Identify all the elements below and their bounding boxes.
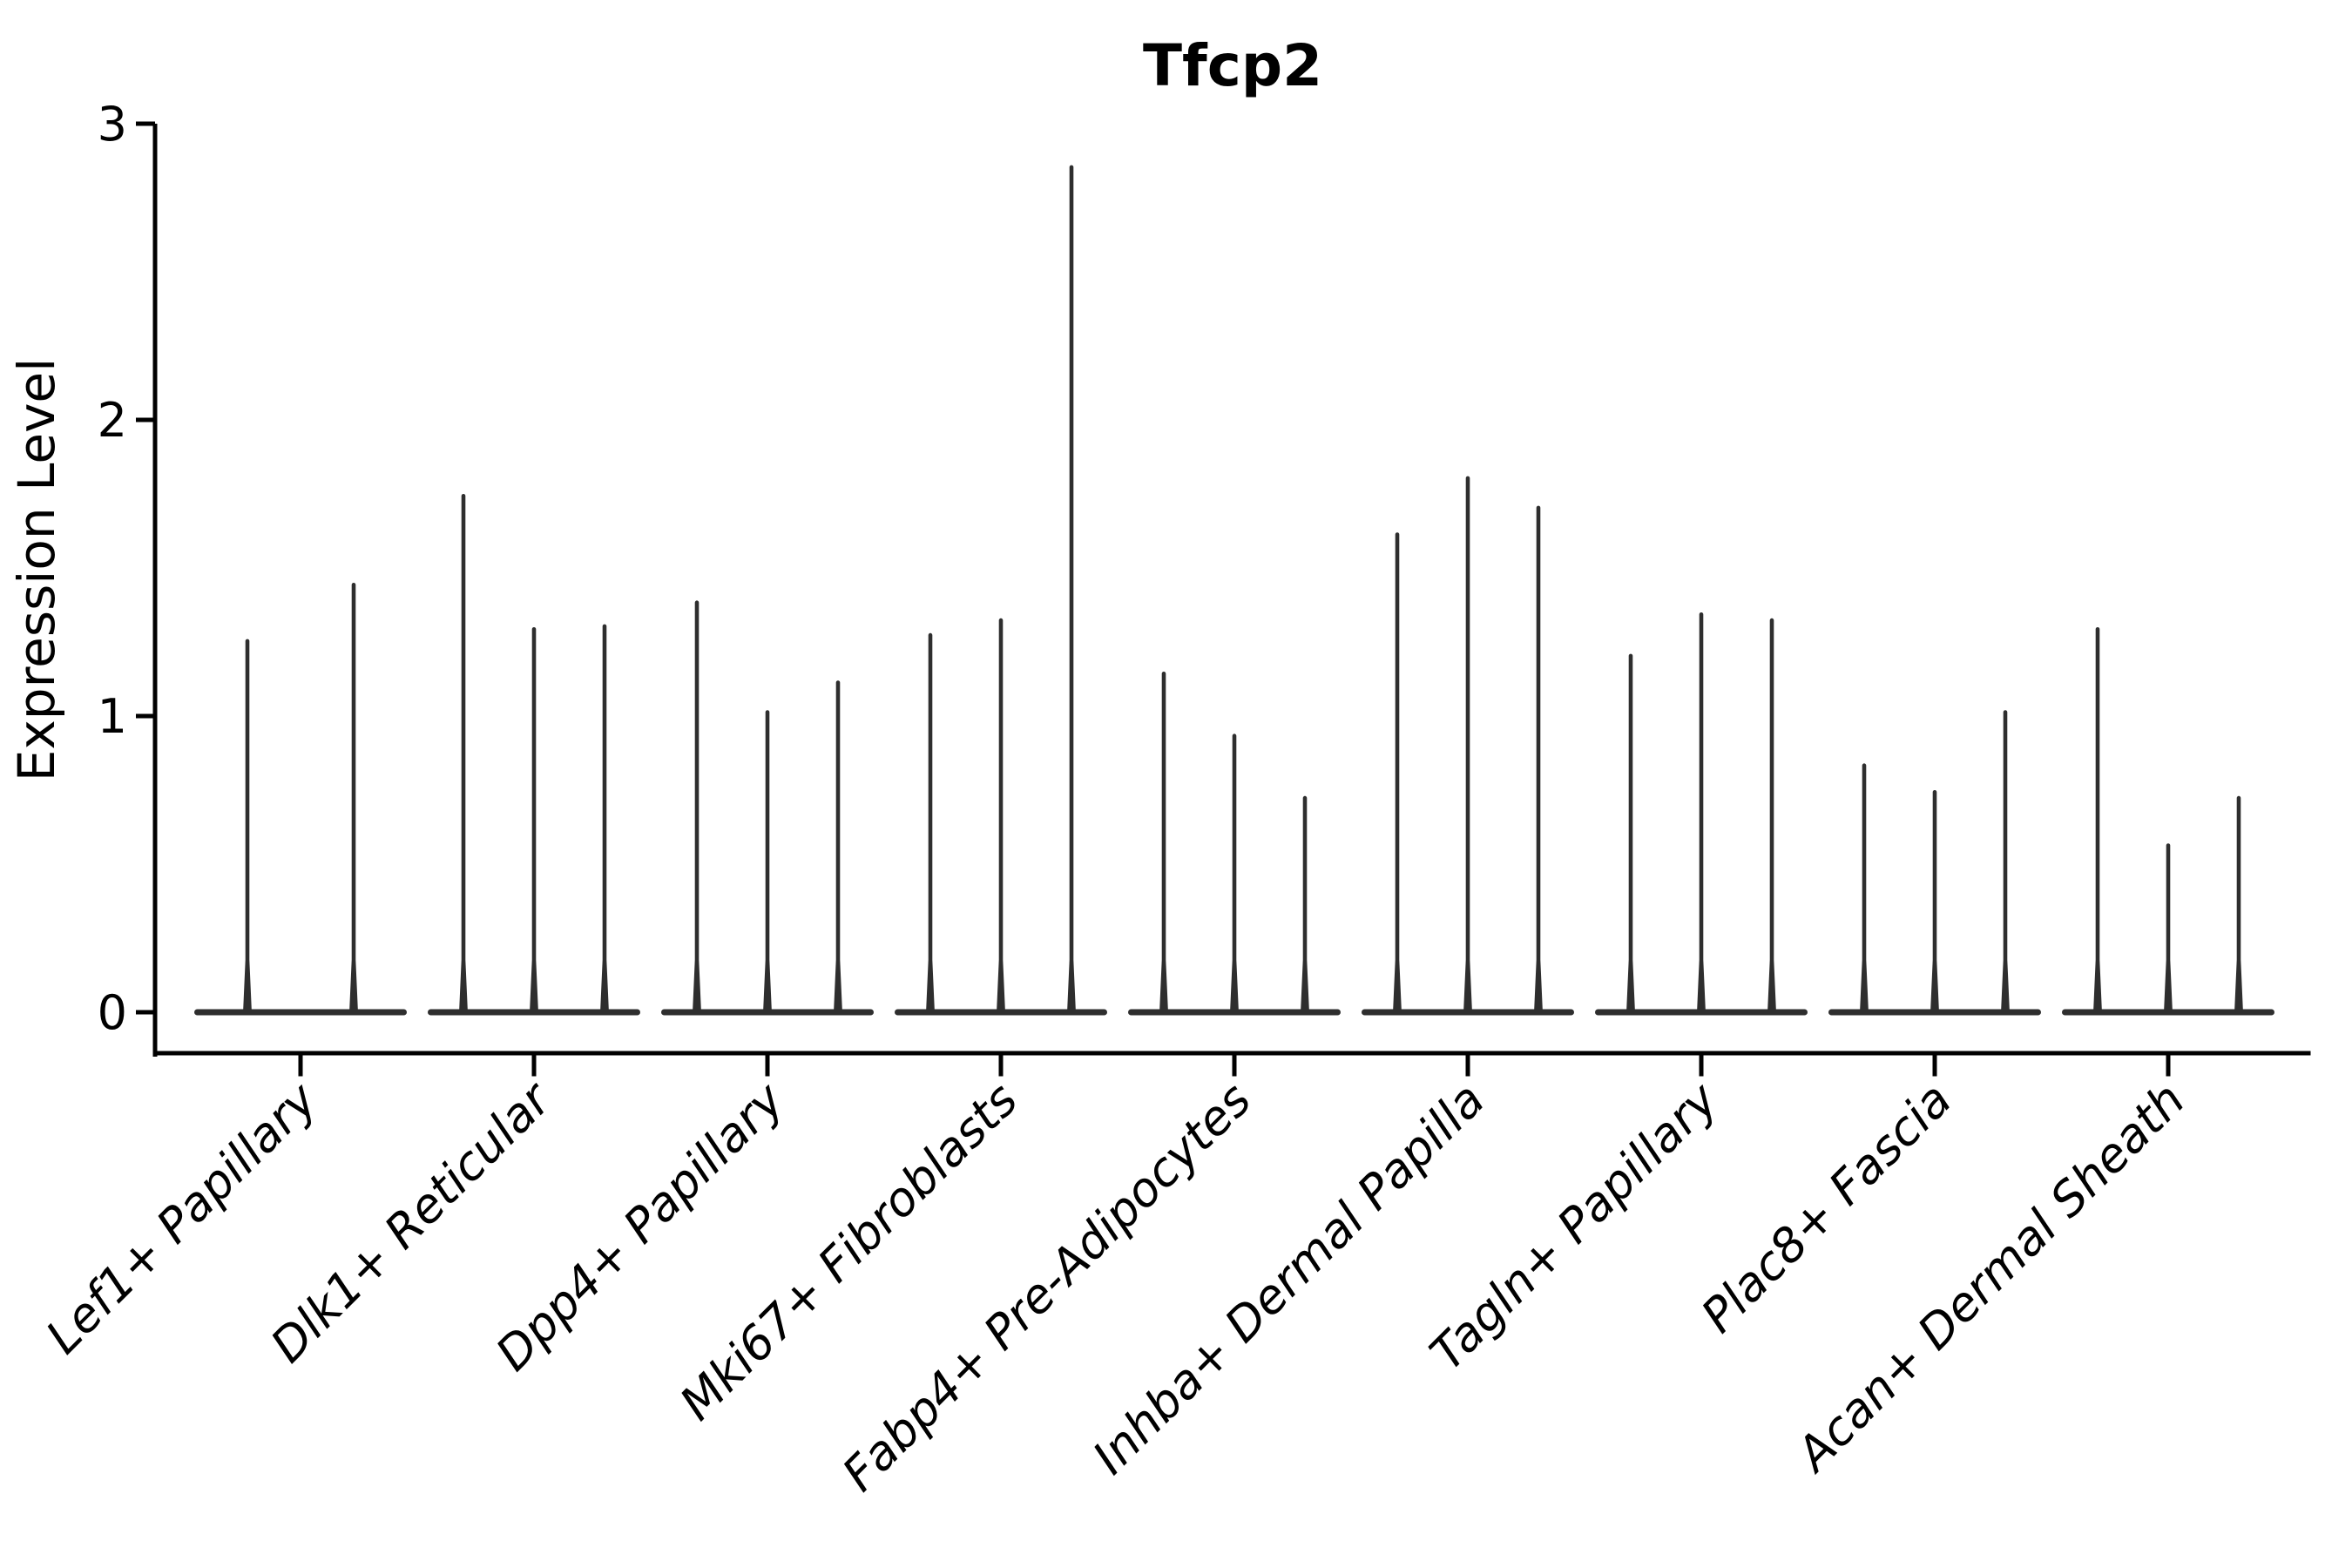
violin-group <box>661 600 874 1016</box>
x-tick-label: Inhba+ Dermal Papilla <box>1082 1072 1495 1485</box>
y-tick-mark <box>136 1010 155 1015</box>
violin-group <box>194 583 407 1016</box>
violin-spike <box>243 639 252 1013</box>
x-tick-mark <box>298 1055 303 1077</box>
x-tick-mark <box>2166 1055 2171 1077</box>
violin-group <box>1128 672 1341 1016</box>
violin-spike <box>1159 672 1168 1013</box>
x-axis-spine <box>152 1051 2311 1056</box>
y-tick-mark <box>136 121 155 126</box>
violin-spike <box>1301 795 1309 1013</box>
violin-group <box>2062 626 2274 1016</box>
y-axis-ticks: 0 1 2 3 <box>98 97 155 1040</box>
violin-spike <box>997 618 1005 1013</box>
x-tick-mark <box>1699 1055 1704 1077</box>
x-tick-mark <box>998 1055 1004 1077</box>
x-tick-mark <box>765 1055 770 1077</box>
y-tick-label: 3 <box>98 97 127 152</box>
violin-spike <box>693 600 701 1013</box>
violin-spike <box>1393 532 1402 1013</box>
violin-spike <box>1860 763 1869 1013</box>
violin-spike <box>2164 843 2173 1013</box>
y-axis-label: Expression Level <box>7 358 66 781</box>
violin-spike <box>1067 165 1076 1013</box>
x-tick-mark <box>1232 1055 1237 1077</box>
y-tick-mark <box>136 417 155 422</box>
violin-spike <box>600 624 609 1013</box>
y-tick-label: 2 <box>98 393 127 448</box>
violin-group <box>428 494 640 1016</box>
x-tick-label: Fabp4+ Pre-Adipocytes <box>832 1072 1261 1502</box>
violin-group <box>1828 710 2041 1016</box>
y-axis-spine <box>152 124 158 1057</box>
x-tick-mark <box>1932 1055 1937 1077</box>
x-tick-mark <box>531 1055 537 1077</box>
violin-group <box>1362 476 1574 1016</box>
violin-group <box>895 165 1107 1016</box>
violin-spike <box>926 632 935 1013</box>
x-tick-label: Acan+ Dermal Sheath <box>1784 1072 2195 1484</box>
violin-spike <box>1697 612 1706 1013</box>
violin-spike <box>1930 790 1939 1013</box>
violin-spike <box>1230 733 1239 1013</box>
violin-base <box>194 1009 407 1016</box>
violin-spike <box>2093 626 2102 1013</box>
violin-spike <box>1534 505 1543 1013</box>
y-tick-label: 1 <box>98 689 127 744</box>
violin-groups <box>194 165 2274 1016</box>
violin-spike <box>459 494 468 1013</box>
y-tick-label: 0 <box>98 985 127 1040</box>
violin-spike <box>1463 476 1472 1013</box>
violin-spike <box>530 627 538 1013</box>
violin-spike <box>834 680 842 1013</box>
chart-title: Tfcp2 <box>1143 32 1322 99</box>
x-tick-label: Plac8+ Fascia <box>1691 1072 1962 1343</box>
y-tick-mark <box>136 713 155 719</box>
violin-spike <box>2001 710 2010 1013</box>
violin-spike <box>763 710 772 1013</box>
violin-spike <box>2234 795 2243 1013</box>
violin-group <box>1595 612 1808 1016</box>
violin-spike <box>1767 618 1776 1013</box>
violin-spike <box>1626 653 1635 1013</box>
violin-spike <box>349 583 358 1013</box>
x-tick-mark <box>1465 1055 1470 1077</box>
